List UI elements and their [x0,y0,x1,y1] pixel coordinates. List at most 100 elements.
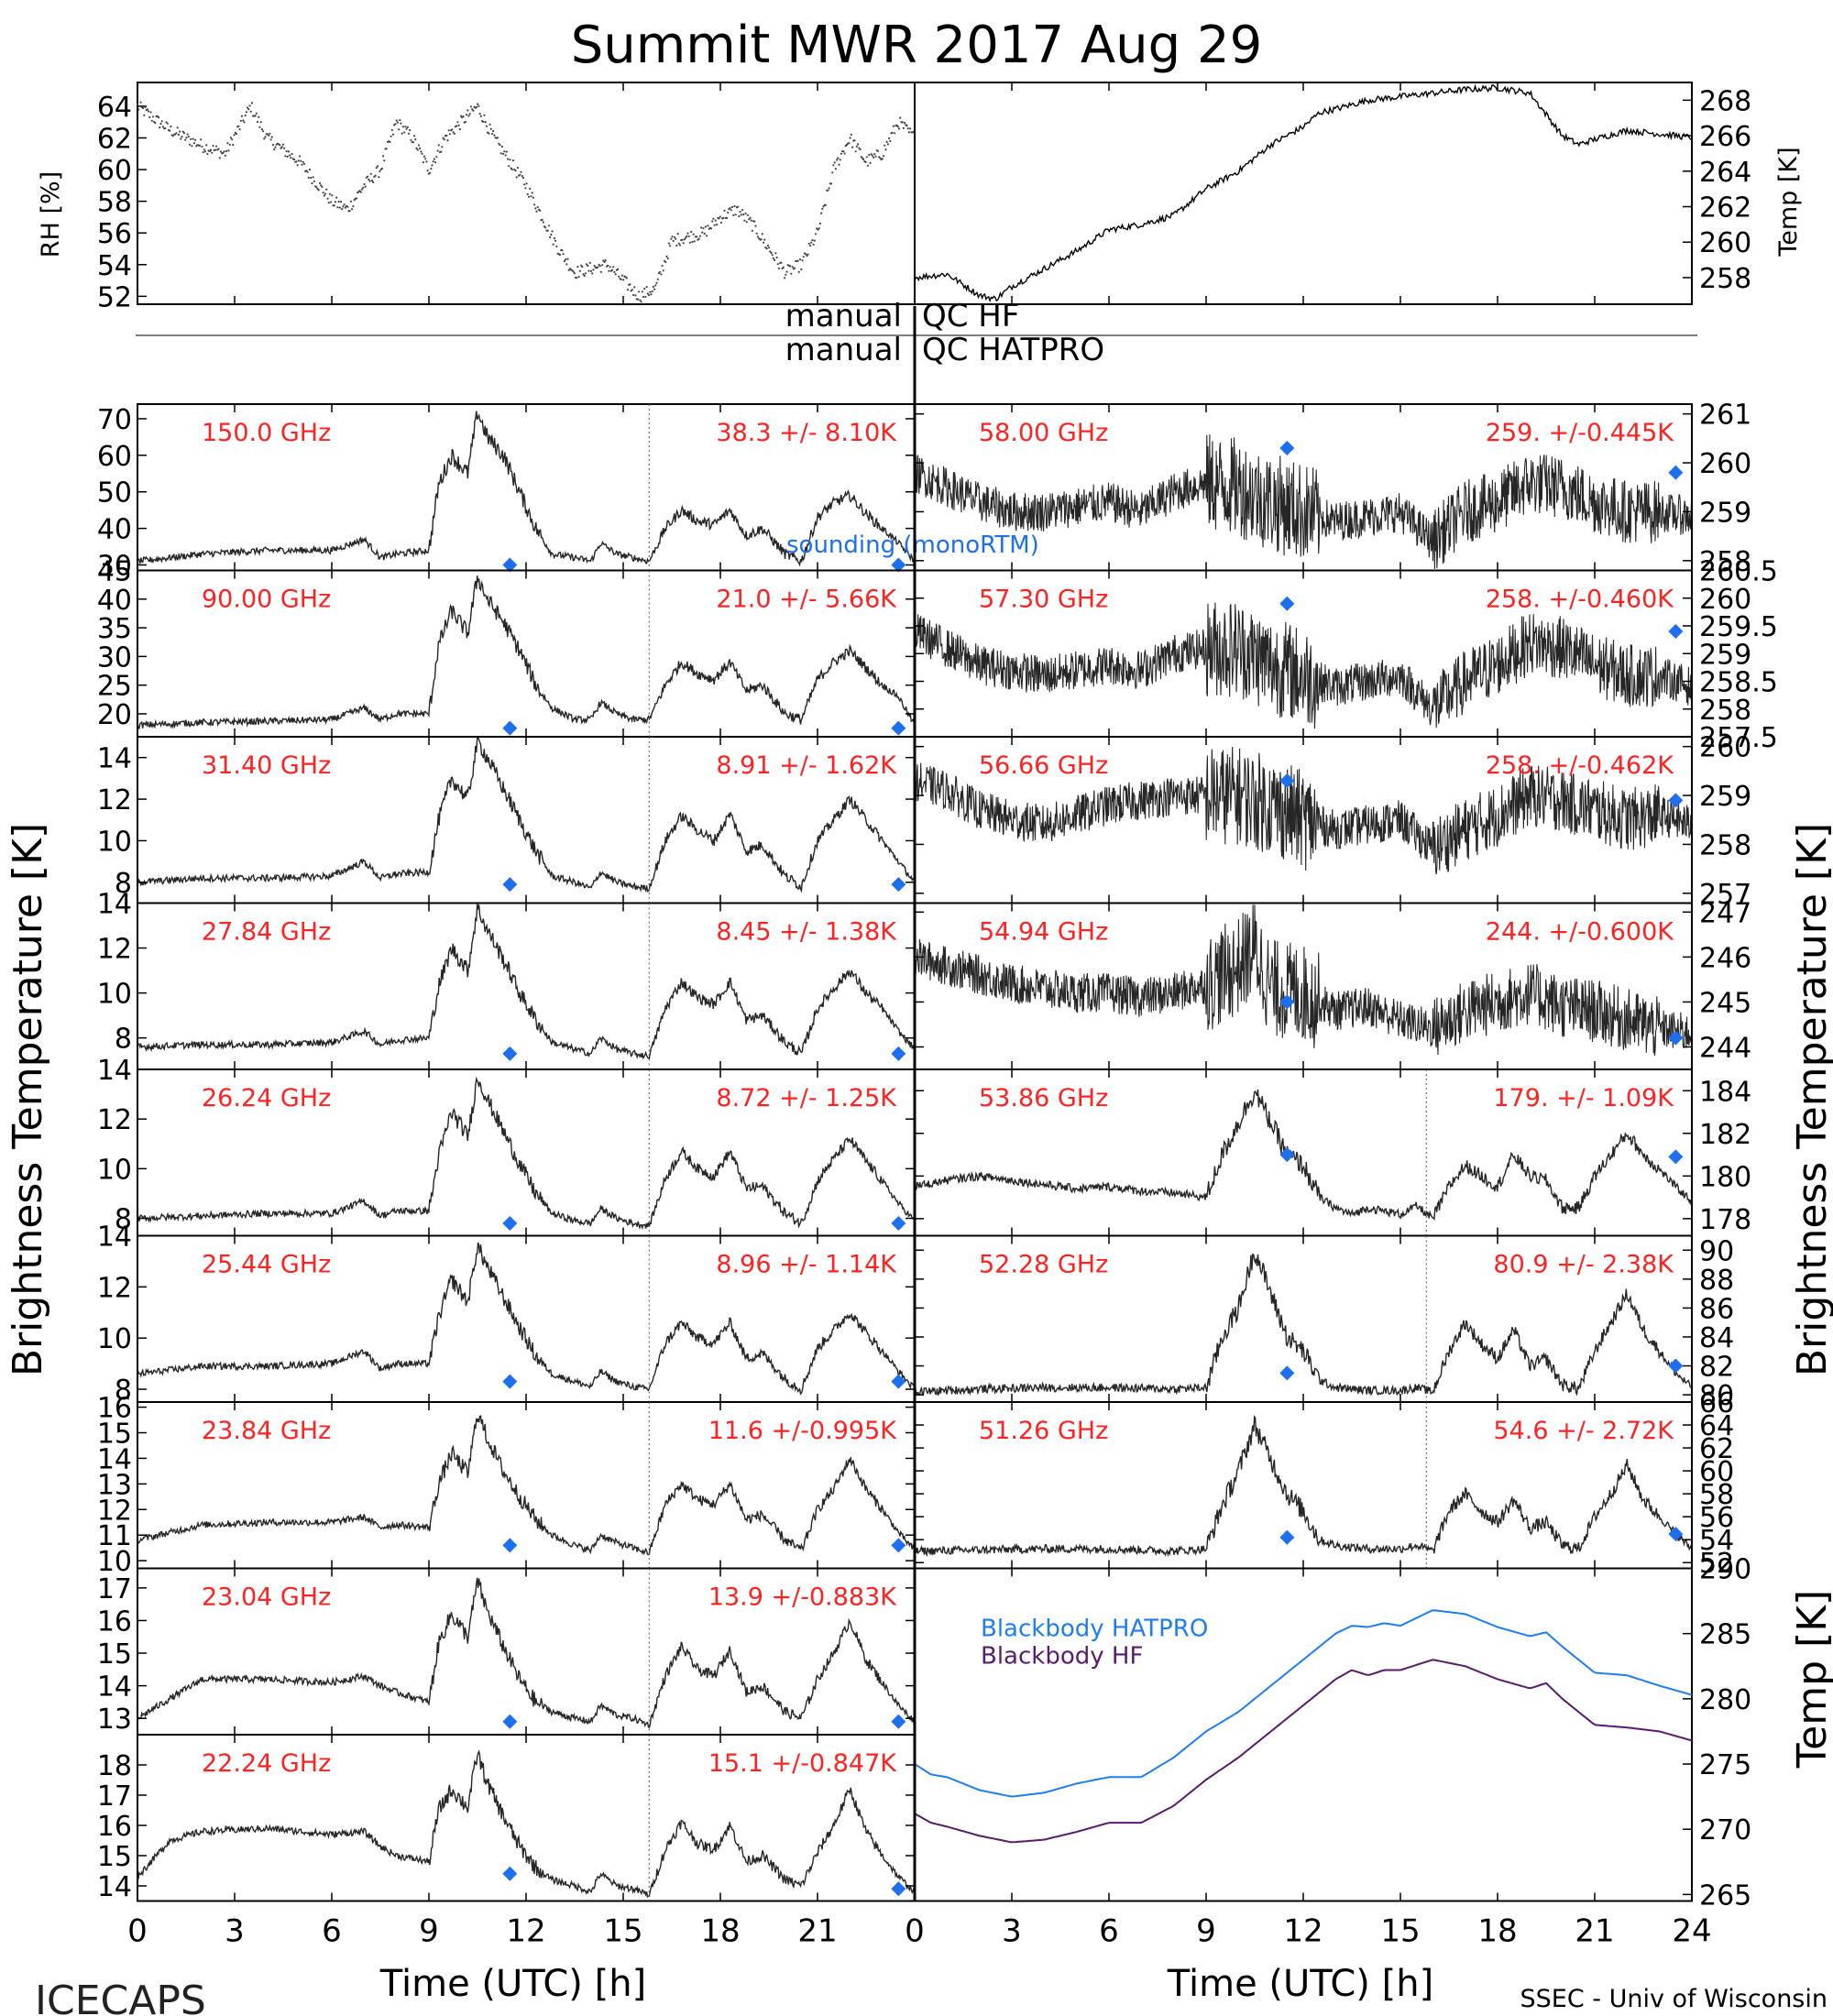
rh-point [745,221,748,224]
rh-point [337,201,340,203]
rh-point [259,121,262,124]
panel-25: 8 10 12 14 25.44 GHz 8.96 +/- 1.14K [97,1222,916,1407]
ytick-label-rh: 62 [97,124,132,156]
rh-point [409,129,412,132]
rh-point [169,129,171,132]
rh-point [379,170,381,172]
rh-point [851,146,854,148]
rh-point [802,256,805,258]
rh-point [766,244,770,247]
rh-point [311,182,313,185]
rh-point [709,227,713,230]
rh-point [498,142,500,145]
rh-point [818,227,820,230]
trace-22_24 [137,1749,916,1899]
rh-point [772,257,775,259]
ytick-label-57_30: 258 [1699,695,1751,727]
rh-point [888,137,891,140]
rh-point [307,176,310,179]
rh-point [150,119,153,122]
left-bt-axis-label: Brightness Temperature [K] [5,823,51,1376]
rh-point [806,255,808,257]
rh-point [404,126,407,128]
rh-point [313,180,315,182]
rh-point [364,185,367,188]
rh-point [249,110,252,113]
sounding-marker-53_86-0 [1279,1147,1295,1163]
rh-point [260,128,263,131]
rh-point [159,122,162,126]
rh-point [151,115,155,118]
sounding-marker-22_24-1 [891,1881,906,1897]
rh-point [729,207,731,210]
rh-point [869,161,872,164]
rh-point [424,158,427,160]
rh-point [478,113,481,115]
ytick-label-53_86: 184 [1699,1076,1751,1108]
rh-point [308,168,312,171]
rh-point [730,209,732,212]
rh-point [592,268,595,271]
rh-point [175,132,178,135]
rh-point [166,122,169,125]
rh-point [719,215,721,218]
rh-point [464,120,466,124]
xtick-label-right: 18 [1477,1913,1517,1950]
ytick-label-90: 45 [97,556,132,588]
rh-point [451,128,454,131]
ytick-label-52_28: 84 [1699,1322,1734,1354]
rh-point [801,259,804,262]
rh-point [576,266,579,268]
rh-point [406,126,409,128]
rh-point [142,106,145,110]
rh-point [519,173,521,176]
rh-point [456,121,459,124]
ytick-label-25: 14 [97,1222,132,1254]
rh-point [176,126,179,129]
rh-point [514,170,517,172]
rh-point [302,160,304,163]
rh-point [328,192,331,195]
rh-point [240,115,244,117]
rh-point [295,160,298,163]
time-axis-label-right: Time (UTC) [h] [1167,1963,1433,2005]
rh-point [591,272,594,275]
rh-point [237,125,240,127]
rh-point [231,138,234,141]
ytick-label-90: 40 [97,585,132,617]
rh-point [456,125,458,127]
rh-point [203,148,205,151]
sounding-marker-31-1 [891,877,906,893]
rh-point [632,293,635,297]
ytick-label-90: 35 [97,613,132,645]
rh-point [426,170,429,172]
temp-bb-axis-label: Temp [K] [1789,1590,1833,1769]
rh-point [706,235,708,237]
rh-point [239,119,242,122]
rh-point [577,276,580,279]
rh-point [306,170,309,173]
rh-point [322,192,324,194]
time-axis-label-left: Time (UTC) [h] [379,1963,646,2005]
ytick-label-27: 14 [97,889,132,921]
rh-point [330,201,333,203]
rh-point [177,133,180,137]
sounding-marker-51_26-0 [1279,1529,1295,1545]
rh-point [504,154,507,157]
rh-point [270,136,273,138]
ytick-label-23_04: 17 [97,1573,132,1605]
ytick-label-bb: 280 [1699,1684,1751,1716]
rh-point [527,195,531,198]
rh-point [798,258,802,261]
channel-label-26: 26.24 GHz [202,1084,331,1112]
rh-point [553,237,556,240]
rh-point [516,167,520,170]
ytick-label-23_04: 16 [97,1605,132,1638]
rh-point [334,201,336,203]
panel-54_94: 244 245 246 247 54.94 GHz 244. +/-0.600K [914,897,1751,1070]
rh-point [542,221,544,224]
rh-point [165,121,168,124]
rh-point [493,134,496,137]
sounding-marker-25-1 [891,1374,906,1389]
